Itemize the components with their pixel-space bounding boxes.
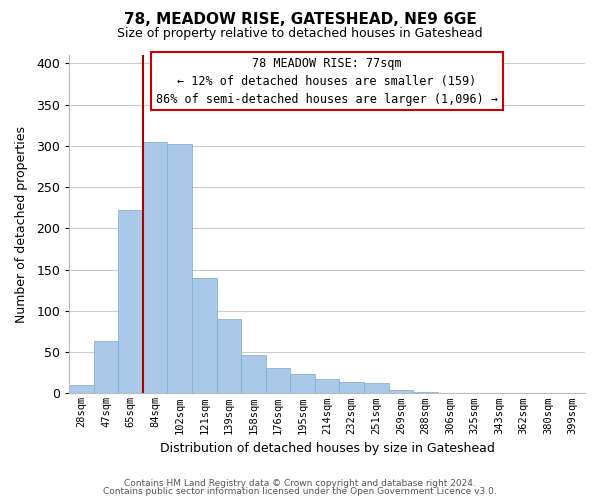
- X-axis label: Distribution of detached houses by size in Gateshead: Distribution of detached houses by size …: [160, 442, 494, 455]
- Bar: [290, 374, 315, 394]
- Bar: [167, 144, 192, 394]
- Bar: [389, 390, 413, 394]
- Bar: [192, 278, 217, 394]
- Text: Contains public sector information licensed under the Open Government Licence v3: Contains public sector information licen…: [103, 487, 497, 496]
- Text: Contains HM Land Registry data © Crown copyright and database right 2024.: Contains HM Land Registry data © Crown c…: [124, 478, 476, 488]
- Bar: [560, 392, 585, 394]
- Text: 78, MEADOW RISE, GATESHEAD, NE9 6GE: 78, MEADOW RISE, GATESHEAD, NE9 6GE: [124, 12, 476, 28]
- Bar: [340, 382, 364, 394]
- Text: 78 MEADOW RISE: 77sqm
← 12% of detached houses are smaller (159)
86% of semi-det: 78 MEADOW RISE: 77sqm ← 12% of detached …: [156, 56, 498, 106]
- Bar: [437, 392, 462, 394]
- Bar: [364, 384, 389, 394]
- Bar: [511, 392, 536, 394]
- Bar: [217, 319, 241, 394]
- Bar: [266, 368, 290, 394]
- Bar: [143, 142, 167, 394]
- Bar: [241, 354, 266, 394]
- Bar: [69, 385, 94, 394]
- Bar: [315, 380, 340, 394]
- Bar: [462, 392, 487, 394]
- Bar: [536, 392, 560, 394]
- Bar: [413, 392, 437, 394]
- Bar: [94, 342, 118, 394]
- Bar: [487, 392, 511, 394]
- Text: Size of property relative to detached houses in Gateshead: Size of property relative to detached ho…: [117, 28, 483, 40]
- Y-axis label: Number of detached properties: Number of detached properties: [15, 126, 28, 322]
- Bar: [118, 210, 143, 394]
